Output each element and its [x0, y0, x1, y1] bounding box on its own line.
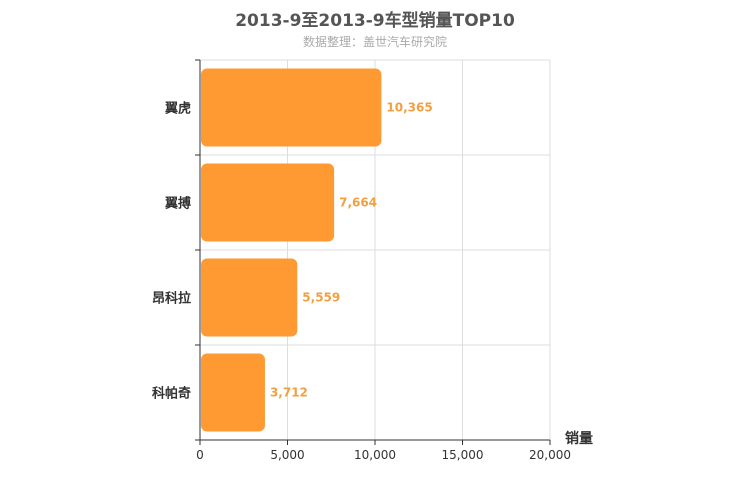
x-axis-title: 销量	[565, 430, 593, 447]
data-label: 7,664	[339, 196, 377, 210]
category-label: 科帕奇	[152, 386, 191, 402]
x-tick-label: 15,000	[442, 448, 484, 462]
category-label: 翼搏	[164, 196, 191, 212]
bar	[201, 353, 265, 432]
bar	[201, 258, 298, 337]
bar	[201, 68, 382, 147]
chart-subtitle: 数据整理：盖世汽车研究院	[302, 35, 447, 49]
category-label: 翼虎	[164, 101, 191, 117]
x-tick-label: 0	[196, 448, 204, 462]
x-tick-label: 10,000	[354, 448, 396, 462]
data-label: 3,712	[270, 386, 308, 400]
x-tick-label: 5,000	[270, 448, 304, 462]
category-label: 昂科拉	[152, 291, 191, 307]
chart-title: 2013-9至2013-9车型销量TOP10	[235, 11, 515, 31]
data-label: 5,559	[302, 291, 340, 305]
bar	[201, 163, 335, 242]
data-label: 10,365	[386, 101, 432, 115]
x-tick-label: 20,000	[529, 448, 571, 462]
